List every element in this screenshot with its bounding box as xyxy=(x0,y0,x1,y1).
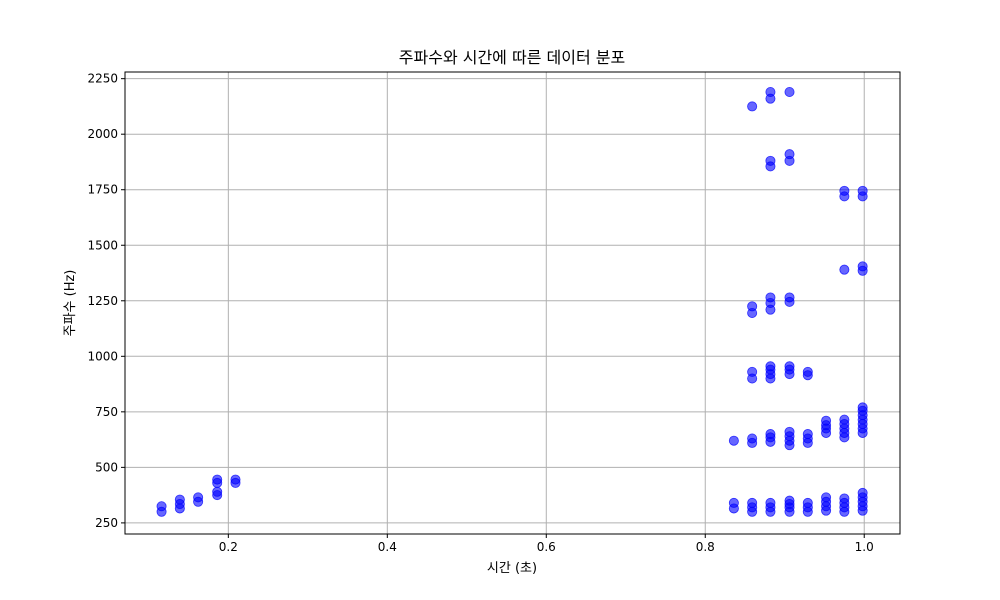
y-tick-label: 2000 xyxy=(87,127,118,141)
x-tick-label: 0.8 xyxy=(696,540,715,554)
y-tick-label: 1500 xyxy=(87,238,118,252)
data-point xyxy=(784,149,795,160)
data-point xyxy=(747,366,758,377)
y-axis-label: 주파수 (Hz) xyxy=(63,270,78,337)
plot-frame xyxy=(124,71,901,535)
data-point xyxy=(230,474,241,485)
y-tick-label: 250 xyxy=(95,516,118,530)
data-point xyxy=(784,361,795,372)
data-point xyxy=(857,261,868,272)
data-point xyxy=(839,414,850,425)
data-point xyxy=(728,497,739,508)
data-point xyxy=(802,497,813,508)
data-point xyxy=(857,487,868,498)
x-tick-label: 1.0 xyxy=(855,540,874,554)
y-tick-label: 2250 xyxy=(87,72,118,86)
data-point xyxy=(212,486,223,497)
y-tick-label: 750 xyxy=(95,405,118,419)
data-point xyxy=(747,433,758,444)
data-point xyxy=(747,101,758,112)
data-point xyxy=(839,493,850,504)
x-axis-ticks: 0.2 0.4 0.6 0.8 1.0 xyxy=(219,534,874,554)
data-point xyxy=(765,155,776,166)
data-point xyxy=(821,492,832,503)
x-tick-label: 0.6 xyxy=(537,540,556,554)
data-point xyxy=(821,415,832,426)
y-tick-label: 1000 xyxy=(87,349,118,363)
data-point xyxy=(212,474,223,485)
data-point xyxy=(747,497,758,508)
data-point xyxy=(765,86,776,97)
data-point xyxy=(728,435,739,446)
data-point xyxy=(747,301,758,312)
data-point xyxy=(765,497,776,508)
y-tick-label: 1250 xyxy=(87,294,118,308)
data-point xyxy=(784,86,795,97)
data-point xyxy=(784,495,795,506)
data-point xyxy=(765,361,776,372)
data-point xyxy=(839,185,850,196)
data-point xyxy=(193,492,204,503)
y-tick-label: 500 xyxy=(95,460,118,474)
data-point xyxy=(857,185,868,196)
data-point xyxy=(802,429,813,440)
data-point xyxy=(784,426,795,437)
y-tick-label: 1750 xyxy=(87,183,118,197)
x-tick-label: 0.2 xyxy=(219,540,238,554)
data-point xyxy=(765,429,776,440)
x-tick-label: 0.4 xyxy=(378,540,397,554)
data-point xyxy=(156,501,167,512)
data-point xyxy=(857,402,868,413)
data-point xyxy=(784,292,795,303)
data-point xyxy=(174,494,185,505)
data-point xyxy=(839,264,850,275)
data-point xyxy=(802,366,813,377)
chart-title: 주파수와 시간에 따른 데이터 분포 xyxy=(399,48,625,67)
data-point xyxy=(765,292,776,303)
y-axis-ticks: 250 500 750 1000 1250 1500 1750 2000 2250 xyxy=(87,72,125,530)
data-points xyxy=(156,86,868,517)
x-axis-label: 시간 (초) xyxy=(487,561,537,576)
